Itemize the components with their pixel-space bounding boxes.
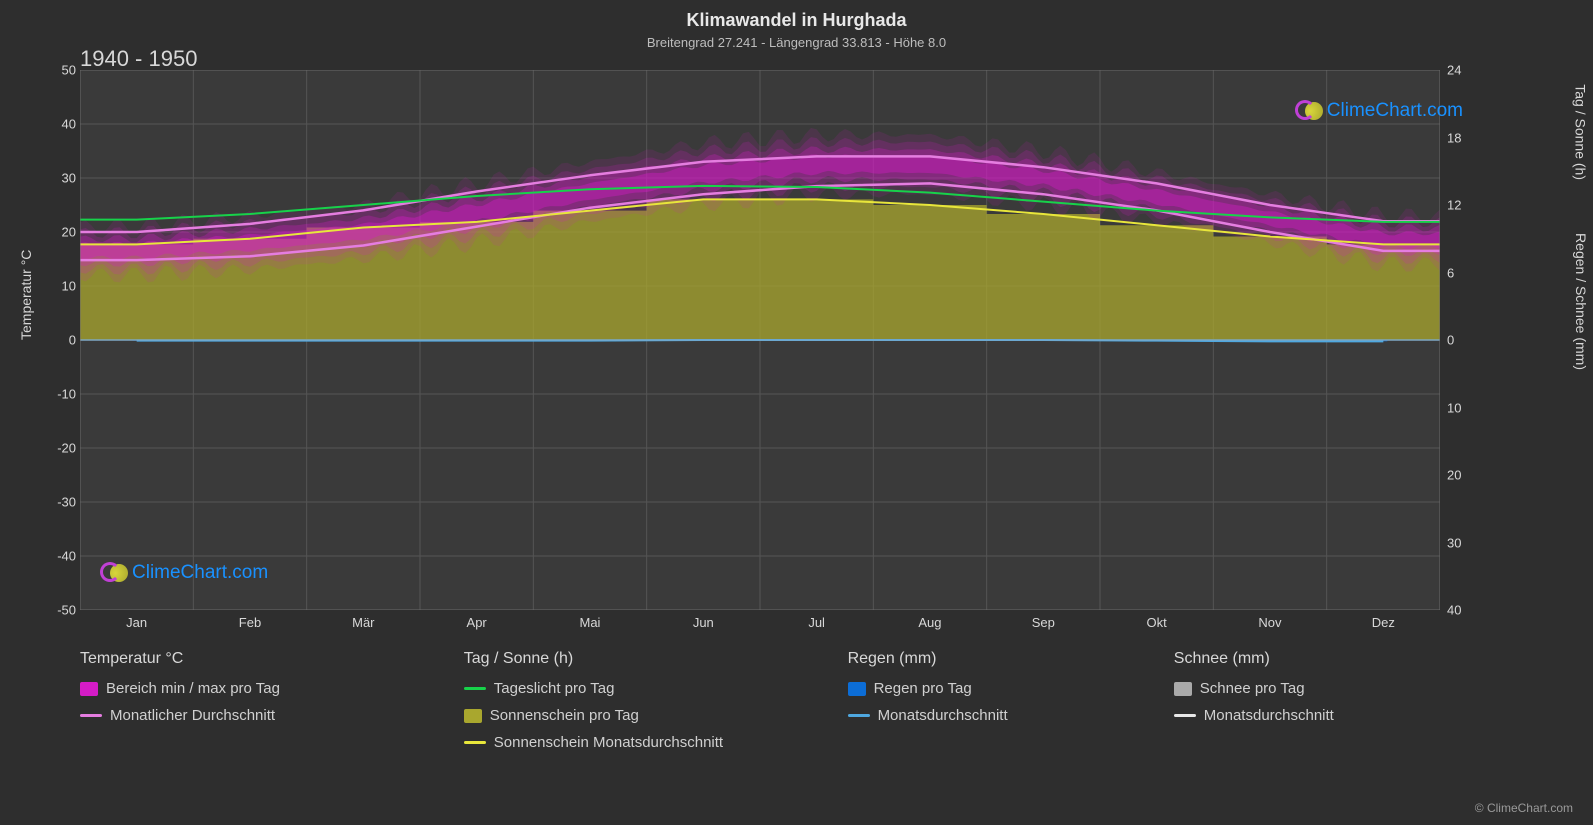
legend-group: Temperatur °C Bereich min / max pro Tag Mo…	[80, 650, 464, 761]
y-axis-right-sun-label: Tag / Sonne (h)	[1573, 84, 1589, 180]
month-label: Mär	[307, 615, 420, 630]
legend-label: Monatlicher Durchschnitt	[110, 707, 275, 724]
y-tick-left: 40	[40, 118, 76, 131]
legend-group: Regen (mm) Regen pro Tag Monatsdurchschnit…	[848, 650, 1174, 761]
legend-label: Sonnenschein pro Tag	[490, 707, 639, 724]
y-tick-left: -50	[40, 604, 76, 617]
legend-heading: Tag / Sonne (h)	[464, 650, 848, 668]
legend-label: Monatsdurchschnitt	[878, 707, 1008, 724]
legend-line-swatch	[1174, 714, 1196, 717]
y-tick-left: 30	[40, 172, 76, 185]
month-label: Okt	[1100, 615, 1213, 630]
y-right-ticks: 2418126010203040	[1447, 70, 1483, 610]
legend-item: Bereich min / max pro Tag	[80, 680, 464, 697]
month-label: Feb	[193, 615, 306, 630]
legend-item: Schnee pro Tag	[1174, 680, 1500, 697]
legend-item: Regen pro Tag	[848, 680, 1174, 697]
legend-label: Sonnenschein Monatsdurchschnitt	[494, 734, 723, 751]
legend-label: Monatsdurchschnitt	[1204, 707, 1334, 724]
y-axis-left-label: Temperatur °C	[18, 250, 34, 340]
y-tick-left: 0	[40, 334, 76, 347]
legend-swatch	[848, 682, 866, 696]
legend-label: Schnee pro Tag	[1200, 680, 1305, 697]
legend-label: Bereich min / max pro Tag	[106, 680, 280, 697]
y-tick-right-rain: 30	[1447, 536, 1483, 549]
month-label: Jan	[80, 615, 193, 630]
y-tick-left: -40	[40, 550, 76, 563]
chart-legend: Temperatur °C Bereich min / max pro Tag Mo…	[80, 650, 1500, 761]
y-tick-right-sun: 18	[1447, 131, 1483, 144]
y-tick-right-sun: 12	[1447, 199, 1483, 212]
logo-text: ClimeChart.com	[1327, 100, 1463, 122]
legend-line-swatch	[464, 741, 486, 744]
copyright-text: © ClimeChart.com	[1475, 801, 1573, 815]
legend-item: Monatsdurchschnitt	[848, 707, 1174, 724]
legend-item: Sonnenschein pro Tag	[464, 707, 848, 724]
y-tick-left: -30	[40, 496, 76, 509]
y-tick-left: -20	[40, 442, 76, 455]
month-label: Dez	[1327, 615, 1440, 630]
month-label: Jul	[760, 615, 873, 630]
y-left-ticks: 50403020100-10-20-30-40-50	[40, 70, 76, 610]
month-label: Apr	[420, 615, 533, 630]
y-axis-right-rain-label: Regen / Schnee (mm)	[1573, 233, 1589, 370]
y-tick-right-sun: 0	[1447, 334, 1483, 347]
legend-label: Regen pro Tag	[874, 680, 972, 697]
legend-item: Monatlicher Durchschnitt	[80, 707, 464, 724]
logo-icon	[100, 560, 126, 586]
month-label: Jun	[647, 615, 760, 630]
legend-group: Tag / Sonne (h) Tageslicht pro Tag Sonnens…	[464, 650, 848, 761]
legend-heading: Temperatur °C	[80, 650, 464, 668]
legend-group: Schnee (mm) Schnee pro Tag Monatsdurchschn…	[1174, 650, 1500, 761]
legend-item: Tageslicht pro Tag	[464, 680, 848, 697]
period-label: 1940 - 1950	[80, 46, 197, 72]
chart-subtitle: Breitengrad 27.241 - Längengrad 33.813 -…	[0, 31, 1593, 54]
legend-item: Monatsdurchschnitt	[1174, 707, 1500, 724]
chart-title: Klimawandel in Hurghada	[0, 0, 1593, 31]
legend-item: Sonnenschein Monatsdurchschnitt	[464, 734, 848, 751]
legend-heading: Regen (mm)	[848, 650, 1174, 668]
month-label: Nov	[1213, 615, 1326, 630]
legend-heading: Schnee (mm)	[1174, 650, 1500, 668]
y-tick-right-sun: 6	[1447, 266, 1483, 279]
y-tick-left: 20	[40, 226, 76, 239]
y-tick-left: -10	[40, 388, 76, 401]
legend-line-swatch	[848, 714, 870, 717]
chart-plot	[80, 70, 1440, 610]
y-tick-right-rain: 20	[1447, 469, 1483, 482]
legend-label: Tageslicht pro Tag	[494, 680, 615, 697]
logo-icon	[1295, 98, 1321, 124]
month-label: Aug	[873, 615, 986, 630]
y-tick-right-sun: 24	[1447, 64, 1483, 77]
y-tick-right-rain: 10	[1447, 401, 1483, 414]
legend-swatch	[80, 682, 98, 696]
legend-line-swatch	[464, 687, 486, 690]
logo-text: ClimeChart.com	[132, 562, 268, 584]
legend-swatch	[1174, 682, 1192, 696]
month-label: Mai	[533, 615, 646, 630]
y-tick-left: 10	[40, 280, 76, 293]
y-tick-right-rain: 40	[1447, 604, 1483, 617]
watermark-logo-bottom: ClimeChart.com	[100, 560, 268, 586]
watermark-logo-top: ClimeChart.com	[1295, 98, 1463, 124]
legend-line-swatch	[80, 714, 102, 717]
legend-swatch	[464, 709, 482, 723]
y-tick-left: 50	[40, 64, 76, 77]
x-axis-labels: JanFebMärAprMaiJunJulAugSepOktNovDez	[80, 615, 1440, 630]
month-label: Sep	[987, 615, 1100, 630]
